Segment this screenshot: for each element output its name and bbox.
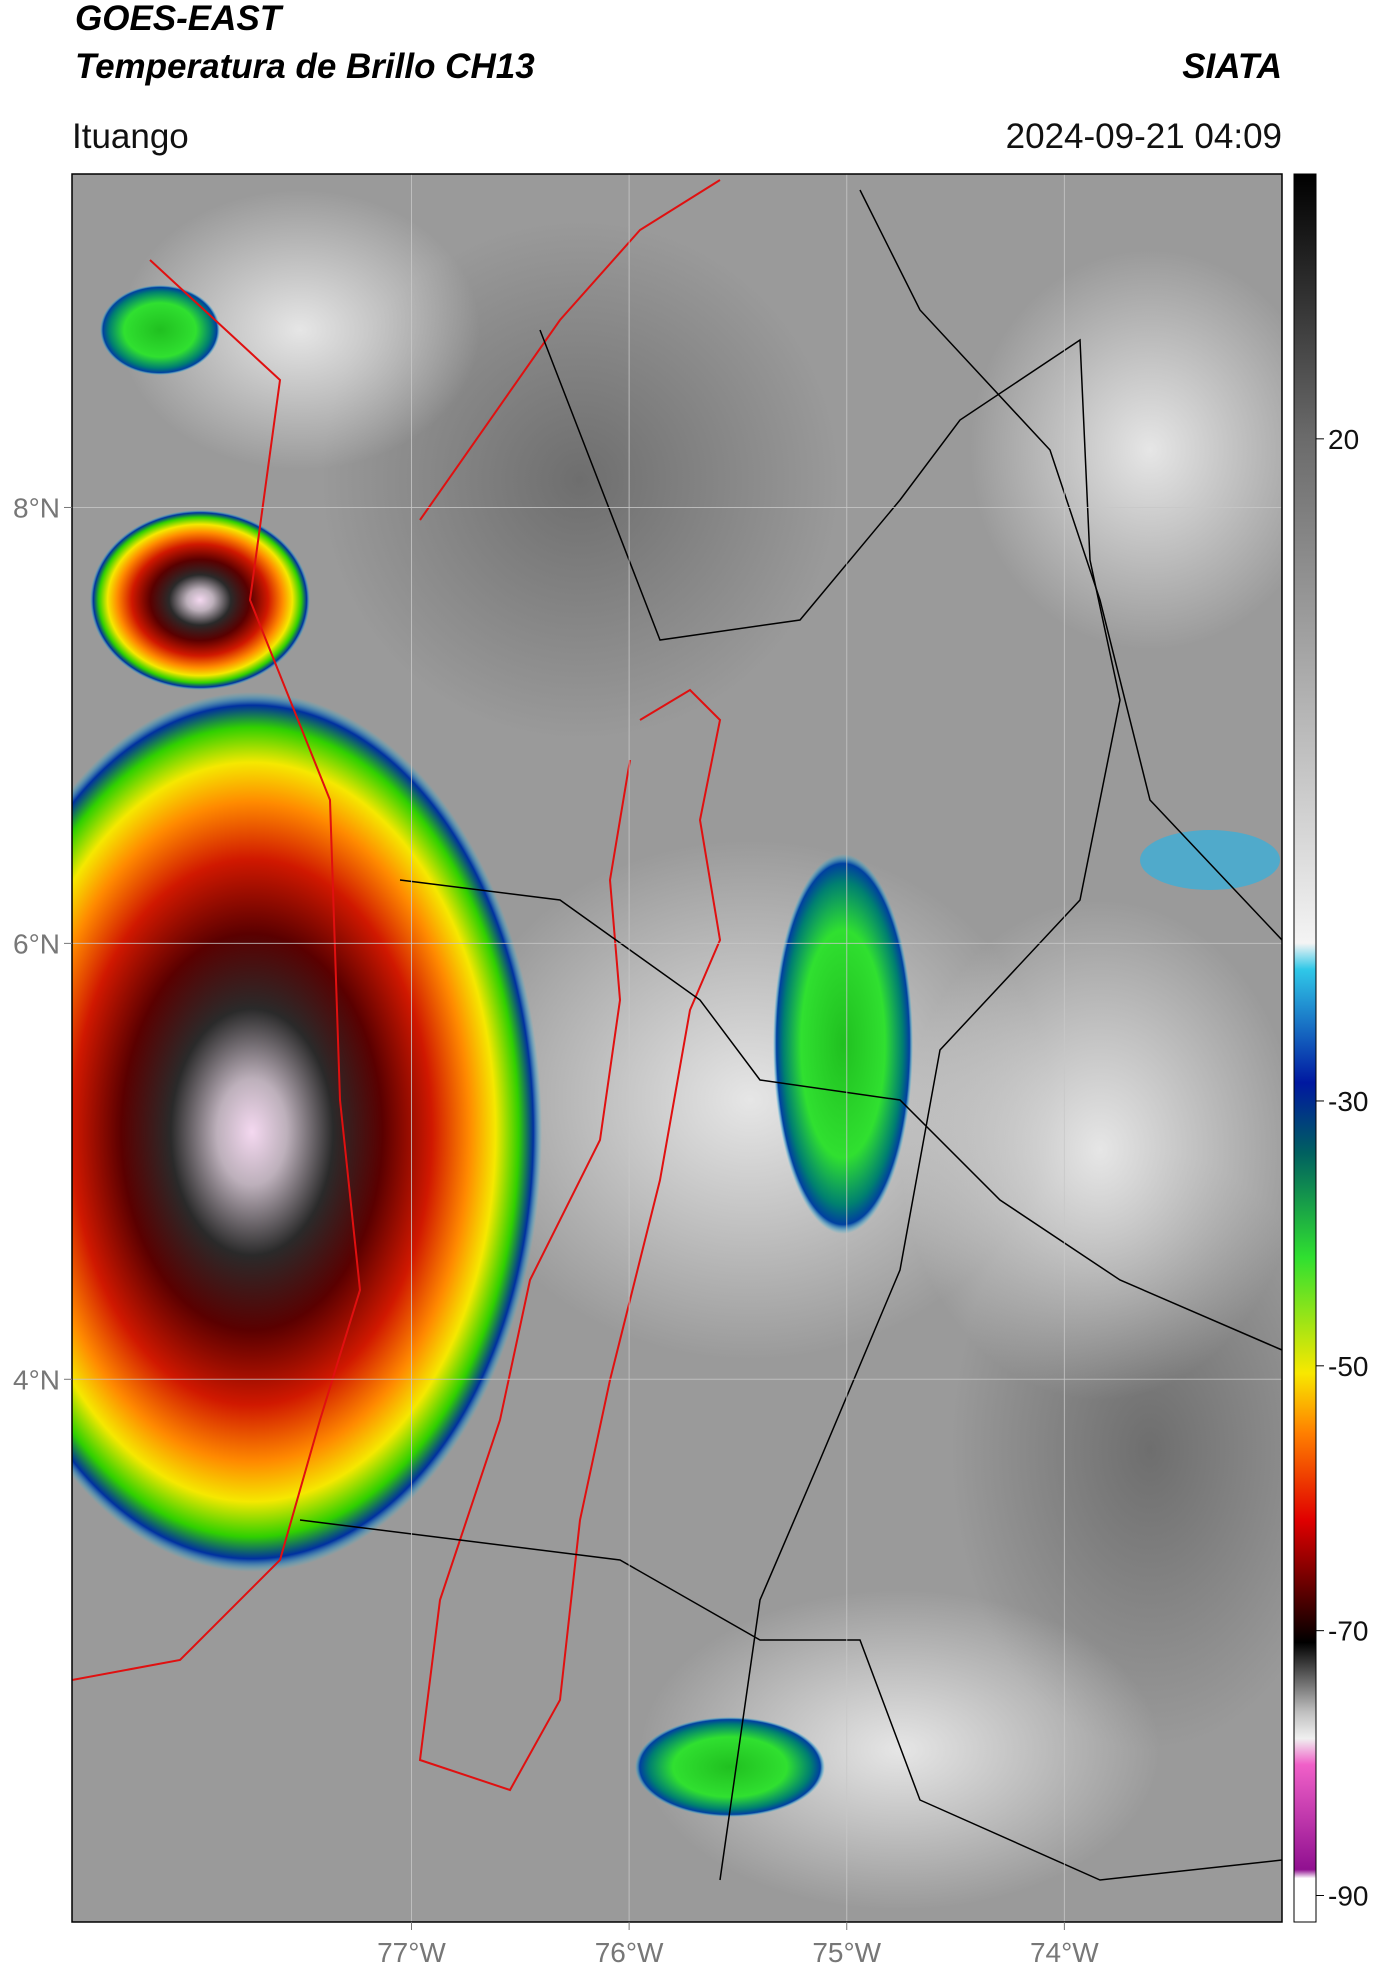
lat-tick-label: 8°N (13, 492, 60, 523)
lon-tick-label: 74°W (1030, 1937, 1099, 1968)
lon-tick-label: 77°W (377, 1937, 446, 1968)
colorbar-tick-label: -50 (1328, 1351, 1368, 1382)
lat-tick-label: 4°N (13, 1364, 60, 1395)
graticule (72, 174, 1282, 1922)
map-frame (71, 173, 1283, 1923)
lon-tick-label: 75°W (812, 1937, 881, 1968)
colorbar-tick-label: -30 (1328, 1086, 1368, 1117)
location: Ituango (72, 117, 189, 156)
datetime: 2024-09-21 04:09 (1006, 117, 1282, 156)
colorbar-tick-label: -90 (1328, 1881, 1368, 1912)
lat-tick-label: 6°N (13, 928, 60, 959)
colorbar-tick-label: 20 (1328, 424, 1359, 455)
subtitle: Temperatura de Brillo CH13 (75, 47, 535, 86)
title: GOES-EAST (75, 0, 284, 38)
colorbar (1293, 173, 1317, 1923)
satellite-image (72, 174, 1282, 1922)
source: SIATA (1182, 47, 1282, 86)
lon-tick-label: 76°W (595, 1937, 664, 1968)
colorbar-tick-label: -70 (1328, 1616, 1368, 1647)
